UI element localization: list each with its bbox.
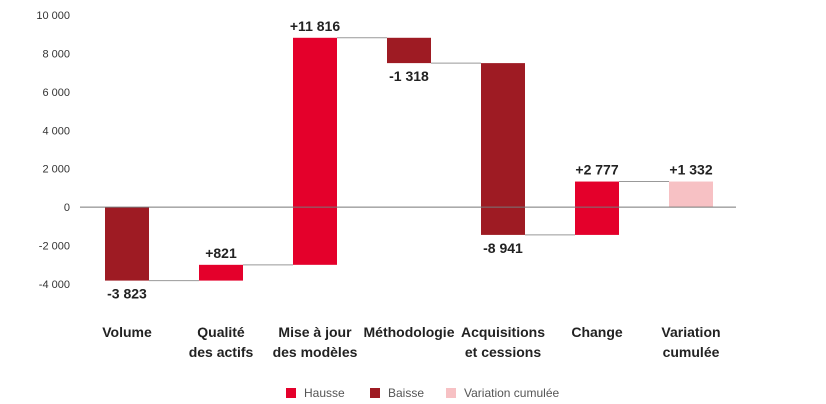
legend-label: Variation cumulée xyxy=(464,386,559,400)
bar xyxy=(669,181,713,208)
legend-swatch xyxy=(370,388,380,398)
data-label: -1 318 xyxy=(389,68,429,84)
data-labels: -3 823 +821 +11 816 -1 318 -8 941 +2 777 +1 33… xyxy=(107,18,713,302)
bars xyxy=(105,37,713,281)
data-label: +821 xyxy=(205,245,237,261)
category-label: des actifs xyxy=(189,344,254,360)
category-label: des modèles xyxy=(273,344,358,360)
y-tick-label: 0 xyxy=(64,202,70,214)
data-label: -8 941 xyxy=(483,240,523,256)
bar xyxy=(575,181,619,235)
y-tick-label: 2 000 xyxy=(42,164,70,176)
category-label: Variation xyxy=(661,324,720,340)
category-label: Acquisitions xyxy=(461,324,545,340)
bar xyxy=(199,264,243,281)
y-tick-label: -4 000 xyxy=(39,279,70,291)
y-tick-label: 10 000 xyxy=(36,10,70,22)
category-labels: Volume Qualité des actifs Mise à jour des mo… xyxy=(102,324,720,360)
legend-swatch xyxy=(446,388,456,398)
y-axis-labels: 10 000 8 000 6 000 4 000 2 000 0 -2 000 -4 000 xyxy=(36,10,70,291)
y-tick-label: -2 000 xyxy=(39,241,70,253)
category-label: Change xyxy=(571,324,623,340)
legend-label: Baisse xyxy=(388,386,424,400)
category-label: Mise à jour xyxy=(278,324,352,340)
data-label: -3 823 xyxy=(107,286,147,302)
legend-label: Hausse xyxy=(304,386,345,400)
connectors xyxy=(149,37,669,282)
category-label: Méthodologie xyxy=(364,324,455,340)
category-label: Volume xyxy=(102,324,152,340)
y-tick-label: 8 000 xyxy=(42,48,70,60)
data-label: +11 816 xyxy=(290,18,340,34)
legend: Hausse Baisse Variation cumulée xyxy=(286,386,559,400)
data-label: +2 777 xyxy=(575,162,618,178)
bar xyxy=(293,37,337,265)
legend-swatch xyxy=(286,388,296,398)
category-label: Qualité xyxy=(197,324,245,340)
bar xyxy=(387,37,431,64)
data-label: +1 332 xyxy=(669,162,712,178)
bar xyxy=(105,207,149,281)
bar xyxy=(481,63,525,235)
y-tick-label: 4 000 xyxy=(42,125,70,137)
category-label: et cessions xyxy=(465,344,541,360)
category-label: cumulée xyxy=(663,344,720,360)
y-tick-label: 6 000 xyxy=(42,87,70,99)
